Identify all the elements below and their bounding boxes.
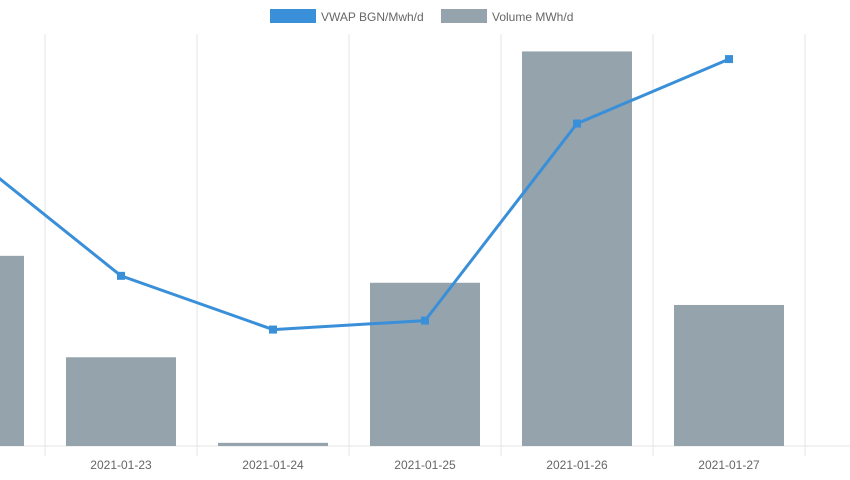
- vwap-point-2021-01-26[interactable]: [573, 119, 581, 128]
- vwap-line: [0, 55, 733, 334]
- vwap-line-path: [0, 57, 730, 332]
- volume-bar-2021-01-22[interactable]: [0, 255, 24, 446]
- legend-item-volume[interactable]: Volume MWh/d: [441, 9, 573, 24]
- vwap-point-2021-01-23[interactable]: [117, 271, 125, 280]
- volume-bar-2021-01-26[interactable]: [522, 51, 632, 446]
- x-tick-label-2021-01-24: 2021-01-24: [242, 458, 304, 472]
- legend-item-vwap[interactable]: VWAP BGN/Mwh/d: [270, 9, 424, 24]
- vwap-point-2021-01-27[interactable]: [725, 55, 733, 64]
- legend-swatch-volume: [441, 9, 487, 23]
- legend-swatch-vwap: [270, 9, 316, 23]
- volume-bar-2021-01-23[interactable]: [66, 357, 176, 446]
- legend-label-vwap: VWAP BGN/Mwh/d: [321, 10, 424, 24]
- volume-bar-2021-01-25[interactable]: [370, 282, 480, 446]
- volume-bar-2021-01-24[interactable]: [218, 442, 328, 446]
- volume-bar-2021-01-27[interactable]: [674, 304, 784, 446]
- x-tick-label-2021-01-25: 2021-01-25: [394, 458, 456, 472]
- legend[interactable]: VWAP BGN/Mwh/d Volume MWh/d: [270, 9, 573, 24]
- legend-label-volume: Volume MWh/d: [492, 10, 573, 24]
- x-tick-label-2021-01-27: 2021-01-27: [698, 458, 760, 472]
- vwap-point-2021-01-25[interactable]: [421, 316, 429, 325]
- volume-bars: [0, 51, 784, 446]
- vwap-point-2021-01-24[interactable]: [269, 325, 277, 334]
- x-tick-label-2021-01-26: 2021-01-26: [546, 458, 608, 472]
- x-axis-ticks: 2021-01-222021-01-232021-01-242021-01-25…: [0, 458, 760, 472]
- x-tick-label-2021-01-23: 2021-01-23: [90, 458, 152, 472]
